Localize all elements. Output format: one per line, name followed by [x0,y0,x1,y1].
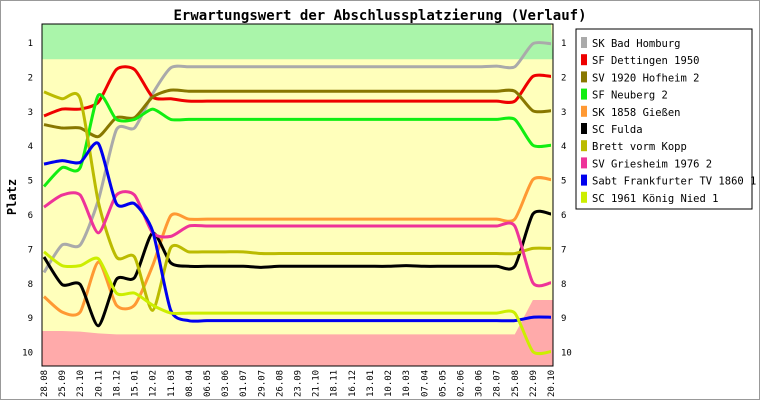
legend-label: Sabt Frankfurter TV 1860 1 [592,176,756,188]
x-tick-label: 26.08 [275,370,285,397]
legend-label: SC Fulda [592,124,643,136]
y-tick-label-right: 9 [561,314,566,324]
series-line-7 [43,90,552,312]
legend-label: SF Dettingen 1950 [592,55,699,67]
x-tick-label: 18.11 [330,370,340,397]
legend-label: Brett vorm Kopp [592,141,687,153]
x-tick-label: 28.08 [40,370,50,397]
band-relegation [42,300,553,366]
y-tick-label-left: 6 [28,211,33,221]
x-tick-label: 02.06 [456,370,466,397]
x-tick-label: 30.06 [475,370,485,397]
y-tick-label-right: 7 [561,245,566,255]
series-line-3 [43,88,552,139]
x-tick-label: 23.09 [294,370,304,397]
x-tick-label: 07.04 [420,370,430,397]
series-line-9 [43,141,552,323]
x-tick-label: 15.01 [131,370,141,397]
legend-swatch [581,174,587,186]
band-promotion [42,24,553,60]
series-line-8 [43,190,552,288]
legend-swatch [581,140,587,152]
legend-label: SK 1858 Gießen [592,107,681,119]
y-axis-label: Platz [5,179,19,215]
y-tick-label-right: 2 [561,73,566,83]
series-line-4 [42,93,552,188]
y-tick-label-left: 10 [22,349,33,359]
x-tick-label: 01.07 [239,370,249,397]
legend-swatch [581,191,587,203]
x-tick-label: 06.05 [203,370,213,397]
x-tick-label: 25.08 [511,370,521,397]
y-tick-label-right: 6 [561,211,566,221]
legend-swatch [581,105,587,117]
legend: SK Bad Homburg SF Dettingen 1950 SV 1920 H… [575,28,756,210]
y-tick-label-left: 7 [28,245,33,255]
y-tick-label-right: 3 [561,108,566,118]
y-tick-label-left: 8 [28,280,33,290]
x-tick-label: 11.03 [167,370,177,397]
x-tick-label: 25.09 [58,370,68,397]
x-tick-label: 13.01 [366,370,376,397]
x-tick-label: 08.04 [185,370,195,397]
y-tick-label-right: 8 [561,280,566,290]
x-tick-label: 28.07 [493,370,503,397]
y-tick-label-left: 1 [28,39,33,49]
legend-label: SK Bad Homburg [592,38,681,50]
series-line-1 [42,41,552,274]
series-line-6 [42,209,552,328]
legend-swatch [581,54,587,66]
y-tick-label-left: 9 [28,314,33,324]
y-tick-label-right: 4 [561,142,566,152]
x-tick-label: 21.10 [312,370,322,397]
legend-swatch [581,37,587,48]
legend-label: SC 1961 König Nied 1 [592,193,718,205]
legend-swatch [581,71,587,83]
plot-area: 1 1 2 2 3 3 4 4 5 5 6 6 7 7 8 8 9 9 10 10 28.08 25.09 23.10 20.… [22,23,572,397]
legend-swatch [581,88,587,100]
y-tick-label-right: 5 [561,177,566,187]
legend-box [575,28,753,210]
x-tick-label: 03.06 [221,370,231,397]
y-tick-label-left: 5 [28,177,33,187]
plot-frame [41,23,554,367]
chart-title: Erwartungswert der Abschlussplatzierung … [173,8,586,24]
x-tick-label: 16.12 [348,370,358,397]
legend-label: SV 1920 Hofheim 2 [592,72,699,84]
legend-label: SF Neuberg 2 [592,90,668,102]
series-line-2 [43,65,552,118]
x-tick-label: 10.02 [384,370,394,397]
y-tick-label-left: 2 [28,73,33,83]
legend-label: SV Griesheim 1976 2 [592,158,712,170]
x-tick-label: 29.07 [257,370,267,397]
x-tick-label: 20.10 [547,370,557,397]
x-tick-label: 20.11 [94,370,104,397]
legend-swatch [581,157,587,169]
y-tick-label-left: 3 [28,108,33,118]
y-tick-label-left: 4 [28,142,33,152]
series-line-10 [43,250,552,356]
x-tick-label: 05.05 [438,370,448,397]
x-tick-label: 10.03 [402,370,412,397]
x-tick-label: 22.09 [529,370,539,397]
y-tick-label-right: 1 [561,39,566,49]
y-tick-label-right: 10 [561,349,572,359]
x-tick-label: 18.12 [112,370,122,397]
x-tick-label: 23.10 [76,370,86,397]
legend-swatch [581,123,587,134]
x-tick-label: 12.02 [149,370,159,397]
series-line-5 [42,176,552,317]
